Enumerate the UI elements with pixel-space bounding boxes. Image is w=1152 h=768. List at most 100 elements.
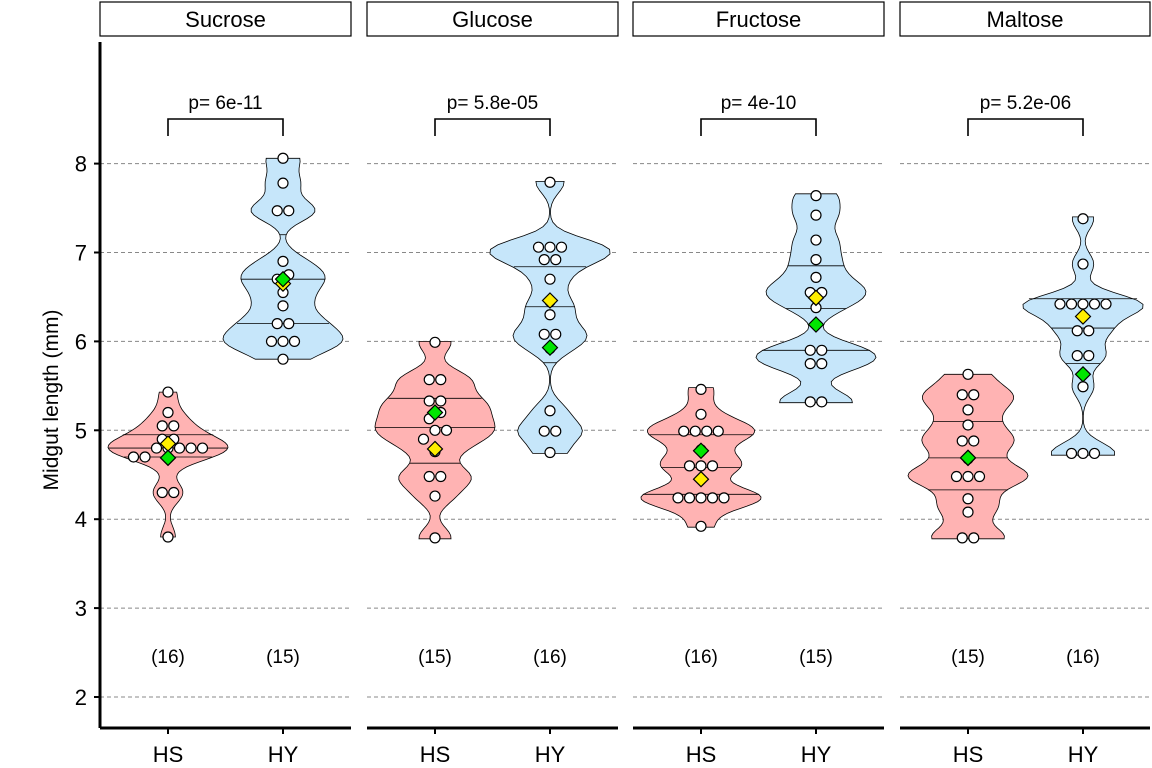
data-point [417, 433, 430, 445]
sample-size-label: (15) [266, 647, 300, 668]
data-point [1088, 298, 1101, 310]
x-tick-label: HY [801, 742, 832, 767]
y-tick-label: 2 [75, 685, 87, 710]
data-point [532, 241, 545, 253]
data-point [804, 344, 816, 356]
data-point [271, 205, 283, 217]
data-point [185, 442, 197, 454]
data-point [712, 425, 724, 437]
p-value-label: p= 4e-10 [721, 93, 797, 114]
mean-marker [807, 316, 825, 333]
data-point [550, 425, 562, 437]
panel-fructose: Fructose (16) HS (15) HY p= 4e-10 [632, 1, 885, 767]
x-tick-label: HY [1068, 742, 1099, 767]
data-point [1077, 258, 1089, 270]
data-point [435, 395, 447, 407]
data-point [423, 470, 435, 483]
data-point [810, 190, 822, 202]
mean-marker [692, 442, 710, 460]
data-point [1065, 447, 1078, 460]
panel-strip [366, 1, 619, 37]
data-point [1077, 298, 1089, 310]
data-point [538, 425, 550, 437]
data-point [265, 335, 278, 347]
data-point [950, 470, 963, 483]
data-point [968, 435, 980, 447]
data-point [1077, 447, 1089, 460]
data-point [962, 470, 974, 483]
panel-strip [899, 1, 1151, 37]
data-point [962, 506, 974, 518]
data-point [718, 492, 730, 504]
data-point [168, 486, 180, 499]
data-point [678, 425, 690, 437]
sample-size-label: (15) [418, 647, 452, 668]
data-point [804, 396, 816, 408]
data-point [288, 335, 301, 347]
data-point [956, 532, 968, 544]
data-point [168, 420, 180, 432]
p-value-label: p= 5.2e-06 [980, 93, 1071, 114]
sample-size-label: (16) [151, 647, 185, 668]
data-point [683, 460, 696, 472]
data-point [701, 425, 713, 437]
mean-marker [274, 270, 292, 288]
panel-title: Maltose [986, 7, 1063, 32]
data-point [956, 435, 968, 447]
data-point [196, 442, 209, 454]
data-point [973, 470, 986, 483]
y-axis-title: Midgut length (mm) [40, 310, 63, 491]
y-tick-label: 8 [75, 152, 87, 177]
data-point [555, 241, 568, 253]
panel-maltose: Maltose (15) HS (16) HY p= 5.2e-06 [899, 1, 1151, 767]
x-tick-label: HS [153, 742, 184, 767]
violin-group-hs: (16) HS [107, 386, 229, 767]
data-point [127, 451, 140, 463]
sample-size-label: (16) [684, 647, 718, 668]
data-point [277, 152, 289, 164]
data-point [429, 336, 441, 348]
significance-bracket [700, 118, 817, 136]
data-point [550, 328, 562, 340]
data-point [150, 442, 163, 454]
violin-group-hy: (16) HY [1022, 213, 1144, 767]
panel-strip [632, 1, 885, 37]
y-tick-label: 7 [75, 241, 87, 266]
data-point [538, 254, 550, 266]
data-point [435, 374, 447, 386]
data-point [810, 209, 822, 221]
p-value-label: p= 6e-11 [188, 93, 262, 114]
mean-marker [159, 449, 177, 467]
data-point [283, 318, 295, 330]
mean-marker [1074, 365, 1092, 383]
data-point [277, 300, 289, 312]
x-tick-label: HS [420, 742, 451, 767]
violin-group-hs: (15) HS [374, 336, 496, 767]
data-point [672, 492, 684, 504]
data-point [429, 532, 441, 544]
panel-title: Glucose [452, 7, 533, 32]
data-point [423, 374, 435, 386]
data-point [1100, 298, 1112, 310]
significance-bracket [434, 118, 551, 136]
data-point [544, 176, 556, 188]
data-point [429, 490, 441, 502]
data-point [1083, 350, 1095, 362]
data-point [156, 420, 168, 432]
violin-body [374, 341, 496, 540]
data-point [810, 271, 822, 283]
data-point [962, 493, 974, 505]
sample-size-label: (16) [533, 647, 567, 668]
data-point [816, 344, 828, 356]
data-point [962, 419, 974, 431]
facet-panels: Sucrose (16) HS (15) HY p= 6e-11 Glucose (15) HS… [99, 1, 1151, 767]
violin-group-hy: (15) HY [755, 190, 877, 767]
data-point [695, 520, 707, 532]
sample-size-label: (16) [1066, 647, 1100, 668]
data-point [706, 460, 719, 472]
y-tick-label: 4 [75, 507, 87, 532]
data-point [435, 470, 447, 483]
data-point [277, 353, 289, 365]
data-point [816, 396, 828, 408]
